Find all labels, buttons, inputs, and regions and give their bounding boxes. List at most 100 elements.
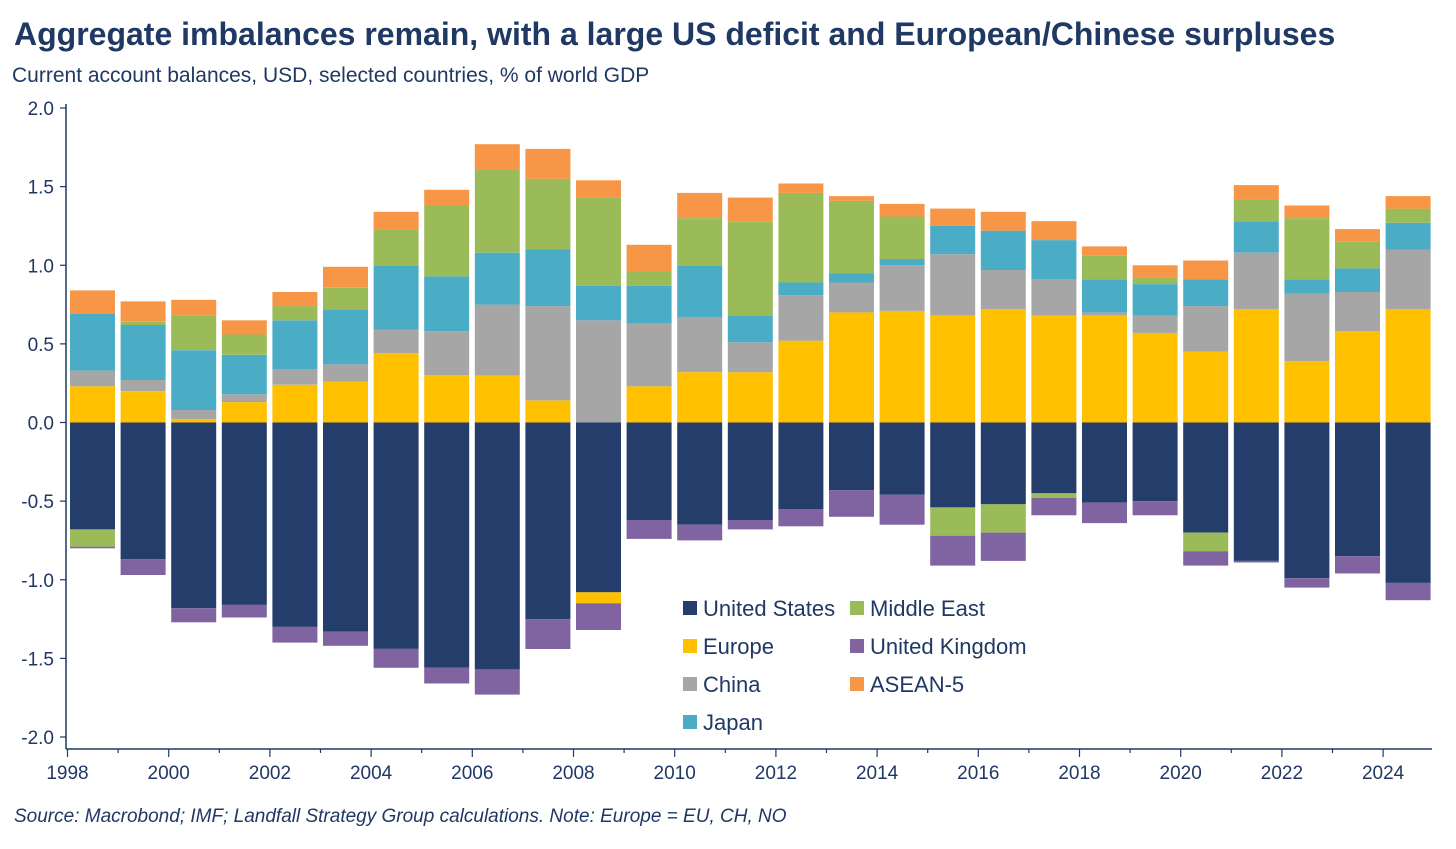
bar-segment-china-2014	[879, 265, 925, 311]
bar-segment-europe-2003	[323, 381, 368, 423]
bar-segment-united-kingdom-2014	[879, 494, 925, 525]
bar-segment-asean-5-2019	[1132, 265, 1178, 278]
bar-segment-japan-2006	[474, 252, 520, 305]
bar-segment-japan-2017	[1031, 240, 1077, 280]
bar-segment-asean-5-2016	[980, 211, 1026, 231]
bar-segment-middle-east-2016	[980, 504, 1026, 533]
bar-segment-japan-2022	[1284, 279, 1330, 294]
bar-segment-asean-5-2009	[626, 244, 672, 272]
bar-segment-japan-2007	[525, 249, 571, 307]
bar-segment-china-2008	[576, 320, 621, 423]
bar-segment-united-kingdom-2007	[525, 619, 571, 649]
bar-segment-europe-2006	[474, 375, 520, 423]
bar-segment-china-2023	[1335, 292, 1380, 332]
bar-segment-japan-2008	[576, 285, 621, 321]
bar-segment-asean-5-2005	[424, 189, 470, 206]
bar-segment-europe-2011	[727, 372, 773, 423]
legend-swatch	[850, 639, 864, 653]
legend-label: United States	[703, 596, 835, 621]
bar-segment-middle-east-2010	[677, 218, 723, 266]
bar-segment-asean-5-2021	[1233, 185, 1279, 200]
bar-segment-china-2002	[272, 369, 318, 385]
bar-segment-united-kingdom-2023	[1335, 556, 1380, 574]
bar-segment-asean-5-2002	[272, 292, 318, 307]
bar-segment-asean-5-2017	[1031, 221, 1077, 241]
legend-label: United Kingdom	[870, 634, 1027, 659]
bar-segment-asean-5-2000	[171, 299, 217, 316]
bar-segment-europe-2014	[879, 310, 925, 423]
x-tick-label: 2024	[1362, 763, 1405, 784]
bar-segment-united-states-1998	[70, 422, 115, 530]
bar-segment-asean-5-2020	[1183, 260, 1229, 280]
bar-segment-united-kingdom-2009	[626, 520, 672, 539]
bar-segment-asean-5-2011	[727, 197, 773, 222]
bar-segment-asean-5-2013	[829, 196, 874, 201]
bar-segment-united-states-2023	[1335, 422, 1380, 557]
legend-label: ASEAN-5	[870, 672, 964, 697]
bar-segment-middle-east-2007	[525, 178, 571, 250]
bar-segment-china-2009	[626, 323, 672, 387]
bar-segment-japan-2018	[1082, 279, 1127, 313]
bar-segment-japan-2010	[677, 265, 723, 318]
bar-segment-europe-2008	[576, 592, 621, 604]
bar-segment-asean-5-2024	[1385, 196, 1431, 209]
bar-segment-united-states-2000	[171, 422, 217, 609]
bar-segment-japan-2015	[930, 225, 976, 255]
bar-segment-united-states-2020	[1183, 422, 1229, 533]
bar-segment-japan-2016	[980, 230, 1026, 270]
bar-segment-europe-2015	[930, 315, 976, 423]
bar-segment-china-2004	[373, 329, 419, 354]
bar-segment-china-2011	[727, 342, 773, 373]
legend-swatch	[683, 715, 697, 729]
bar-segment-united-kingdom-2021	[1233, 560, 1279, 563]
bar-segment-middle-east-2017	[1031, 493, 1077, 498]
bar-segment-united-kingdom-2011	[727, 520, 773, 530]
bar-segment-middle-east-2024	[1385, 208, 1431, 223]
bar-segment-middle-east-2003	[323, 287, 368, 310]
bar-segment-asean-5-2012	[778, 183, 824, 193]
bar-segment-china-2018	[1082, 312, 1127, 316]
x-tick-label: 2006	[451, 763, 493, 784]
x-tick-label: 2020	[1160, 763, 1202, 784]
bar-segment-asean-5-2022	[1284, 205, 1330, 219]
bar-segment-china-2016	[980, 270, 1026, 310]
bar-segment-asean-5-2018	[1082, 246, 1127, 256]
bar-segment-japan-2023	[1335, 268, 1380, 292]
bar-segment-middle-east-2021	[1233, 199, 1279, 222]
bar-segment-europe-2002	[272, 384, 318, 423]
bar-segment-asean-5-2015	[930, 208, 976, 226]
bar-segment-united-kingdom-2016	[980, 532, 1026, 561]
legend: United States Middle East Europe United Kin…	[683, 596, 1027, 735]
bar-segment-united-kingdom-2004	[373, 648, 419, 668]
bar-segment-middle-east-2005	[424, 205, 470, 277]
bar-segment-united-kingdom-2015	[930, 535, 976, 566]
bar-segment-europe-2020	[1183, 351, 1229, 423]
bar-segment-united-states-2002	[272, 422, 318, 627]
bar-segment-china-2013	[829, 282, 874, 313]
bar-segment-asean-5-2007	[525, 148, 571, 179]
bar-segment-middle-east-2020	[1183, 532, 1229, 552]
bar-segment-japan-2009	[626, 285, 672, 324]
bar-segment-china-2007	[525, 306, 571, 401]
bar-segment-united-states-2003	[323, 422, 368, 632]
legend-swatch	[683, 639, 697, 653]
bar-segment-united-states-2004	[373, 422, 419, 649]
x-tick-label: 2010	[654, 763, 696, 784]
bar-segment-united-kingdom-2008	[576, 603, 621, 630]
bar-segment-united-kingdom-2012	[778, 509, 824, 527]
bar-segment-asean-5-2006	[474, 144, 520, 170]
x-tick-label: 2012	[755, 763, 797, 784]
bar-segment-europe-2023	[1335, 331, 1380, 423]
bar-segment-japan-2019	[1132, 284, 1178, 316]
chart-subtitle: Current account balances, USD, selected …	[12, 64, 650, 87]
bar-segment-china-2022	[1284, 293, 1330, 362]
bar-segment-europe-2013	[829, 312, 874, 423]
legend-swatch	[850, 677, 864, 691]
x-tick-label: 2002	[249, 763, 291, 784]
bar-segment-middle-east-2015	[930, 507, 976, 536]
x-tick-label: 2022	[1261, 763, 1303, 784]
bar-segment-united-kingdom-1999	[120, 559, 166, 575]
bar-segment-china-2024	[1385, 249, 1431, 310]
bar-segment-asean-5-2003	[323, 266, 368, 288]
